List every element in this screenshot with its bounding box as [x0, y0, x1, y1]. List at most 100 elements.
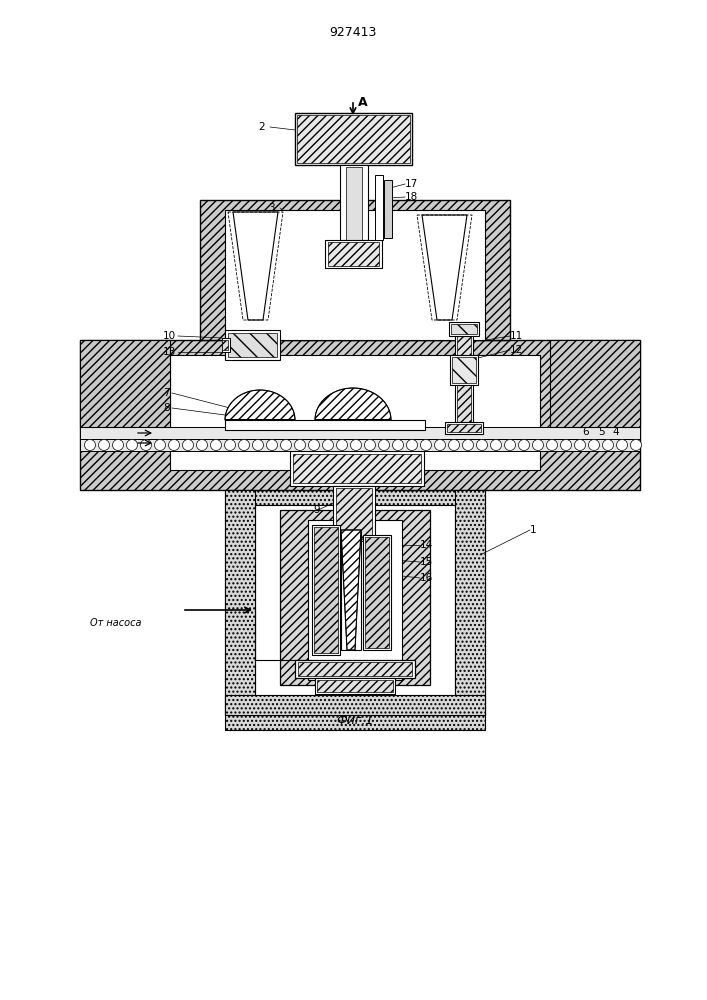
- Circle shape: [295, 440, 305, 450]
- Text: 927413: 927413: [329, 25, 377, 38]
- Bar: [312, 525, 340, 655]
- Text: 12: 12: [510, 345, 523, 355]
- Bar: [225, 330, 280, 360]
- Bar: [365, 537, 389, 648]
- Bar: [80, 427, 640, 439]
- Text: 2: 2: [258, 122, 264, 132]
- Circle shape: [267, 440, 278, 450]
- Circle shape: [532, 440, 544, 450]
- Circle shape: [462, 440, 474, 450]
- Text: Фиг.1: Фиг.1: [337, 714, 374, 726]
- Bar: [228, 333, 277, 357]
- Circle shape: [308, 440, 320, 450]
- Text: 5: 5: [598, 427, 604, 437]
- Text: 7: 7: [163, 388, 170, 398]
- Text: От насоса: От насоса: [90, 618, 141, 628]
- Circle shape: [602, 440, 614, 450]
- Text: 8: 8: [163, 403, 170, 413]
- Bar: [325, 240, 382, 268]
- Bar: [340, 165, 368, 240]
- Circle shape: [238, 440, 250, 450]
- Circle shape: [168, 440, 180, 450]
- Bar: [457, 332, 471, 428]
- Circle shape: [588, 440, 600, 450]
- Circle shape: [197, 440, 207, 450]
- Bar: [295, 660, 415, 678]
- Circle shape: [112, 440, 124, 450]
- Bar: [225, 490, 485, 730]
- Bar: [295, 113, 412, 165]
- Polygon shape: [341, 530, 361, 650]
- Bar: [308, 520, 402, 680]
- Bar: [328, 242, 379, 266]
- Text: 11: 11: [510, 331, 523, 341]
- Bar: [298, 662, 412, 676]
- Bar: [452, 357, 476, 383]
- Bar: [451, 324, 477, 334]
- Bar: [336, 488, 372, 539]
- Circle shape: [421, 440, 431, 450]
- Circle shape: [252, 440, 264, 450]
- Circle shape: [281, 440, 291, 450]
- Bar: [384, 180, 392, 238]
- Text: 14: 14: [420, 540, 433, 550]
- Bar: [317, 680, 393, 692]
- Circle shape: [351, 440, 361, 450]
- Polygon shape: [225, 390, 295, 420]
- Circle shape: [211, 440, 221, 450]
- Circle shape: [477, 440, 488, 450]
- Bar: [80, 340, 170, 427]
- Bar: [255, 505, 455, 715]
- Bar: [222, 338, 230, 352]
- Bar: [550, 340, 640, 427]
- Text: 18: 18: [405, 192, 419, 202]
- Text: A: A: [358, 97, 368, 109]
- Bar: [333, 486, 375, 541]
- Circle shape: [448, 440, 460, 450]
- Bar: [363, 535, 391, 650]
- Bar: [280, 510, 430, 685]
- Text: 3: 3: [268, 203, 274, 213]
- Text: 13: 13: [163, 347, 176, 357]
- Bar: [200, 200, 510, 340]
- Circle shape: [631, 440, 641, 450]
- Bar: [447, 424, 481, 432]
- Circle shape: [182, 440, 194, 450]
- Circle shape: [392, 440, 404, 450]
- Circle shape: [561, 440, 571, 450]
- Text: 16: 16: [420, 573, 433, 583]
- Bar: [222, 340, 228, 350]
- Text: 15: 15: [420, 557, 433, 567]
- Circle shape: [155, 440, 165, 450]
- Bar: [315, 678, 395, 694]
- Circle shape: [141, 440, 151, 450]
- Circle shape: [518, 440, 530, 450]
- Bar: [170, 355, 540, 470]
- Bar: [290, 451, 424, 486]
- Text: 4: 4: [612, 427, 619, 437]
- Bar: [455, 330, 473, 430]
- Text: 17: 17: [405, 179, 419, 189]
- Circle shape: [85, 440, 95, 450]
- Bar: [445, 422, 483, 434]
- Polygon shape: [233, 212, 278, 320]
- Bar: [80, 340, 640, 490]
- Bar: [297, 115, 410, 163]
- Bar: [225, 490, 255, 715]
- Bar: [449, 322, 479, 336]
- Circle shape: [322, 440, 334, 450]
- Polygon shape: [422, 215, 467, 320]
- Circle shape: [378, 440, 390, 450]
- Bar: [455, 490, 485, 715]
- Bar: [293, 454, 421, 483]
- Bar: [314, 527, 338, 653]
- Circle shape: [505, 440, 515, 450]
- Circle shape: [491, 440, 501, 450]
- Circle shape: [617, 440, 628, 450]
- Circle shape: [435, 440, 445, 450]
- Bar: [225, 695, 485, 715]
- Bar: [341, 530, 361, 650]
- Bar: [450, 355, 478, 385]
- Bar: [225, 420, 425, 430]
- Circle shape: [365, 440, 375, 450]
